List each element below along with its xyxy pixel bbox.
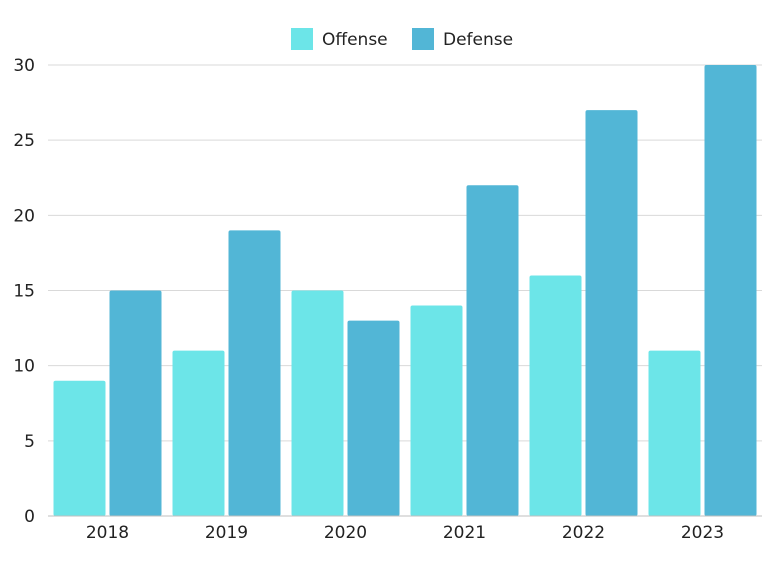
bar-offense-2022 [529, 275, 582, 516]
y-tick-label-15: 15 [13, 282, 35, 302]
bar-offense-2020 [291, 290, 344, 516]
legend: Offense Defense [291, 28, 513, 50]
x-tick-label-2022: 2022 [562, 523, 605, 543]
bar-defense-2022 [585, 110, 638, 516]
bar-offense-2019 [172, 350, 225, 516]
y-tick-label-20: 20 [13, 206, 35, 226]
bar-defense-2023 [704, 65, 757, 516]
bar-offense-2023 [648, 350, 701, 516]
bar-defense-2020 [347, 320, 400, 516]
x-tick-label-2023: 2023 [681, 523, 724, 543]
bar-defense-2018 [109, 290, 162, 516]
legend-swatch-defense [412, 28, 434, 50]
bar-offense-2021 [410, 305, 463, 516]
bar-defense-2021 [466, 185, 519, 516]
y-tick-label-10: 10 [13, 357, 35, 377]
x-tick-label-2021: 2021 [443, 523, 486, 543]
bars [53, 65, 757, 516]
x-tick-label-2020: 2020 [324, 523, 367, 543]
y-tick-label-5: 5 [24, 432, 35, 452]
legend-label-defense: Defense [443, 30, 513, 50]
y-tick-label-30: 30 [13, 56, 35, 76]
bar-defense-2019 [228, 230, 281, 516]
bar-offense-2018 [53, 380, 106, 516]
legend-label-offense: Offense [322, 30, 388, 50]
x-tick-label-2019: 2019 [205, 523, 248, 543]
y-tick-label-0: 0 [24, 507, 35, 527]
axes: 0 5 10 15 20 25 30 2018 2019 2020 2021 2022 2023 [13, 56, 762, 543]
y-tick-label-25: 25 [13, 131, 35, 151]
gridlines [48, 64, 762, 442]
legend-swatch-offense [291, 28, 313, 50]
x-tick-label-2018: 2018 [86, 523, 129, 543]
